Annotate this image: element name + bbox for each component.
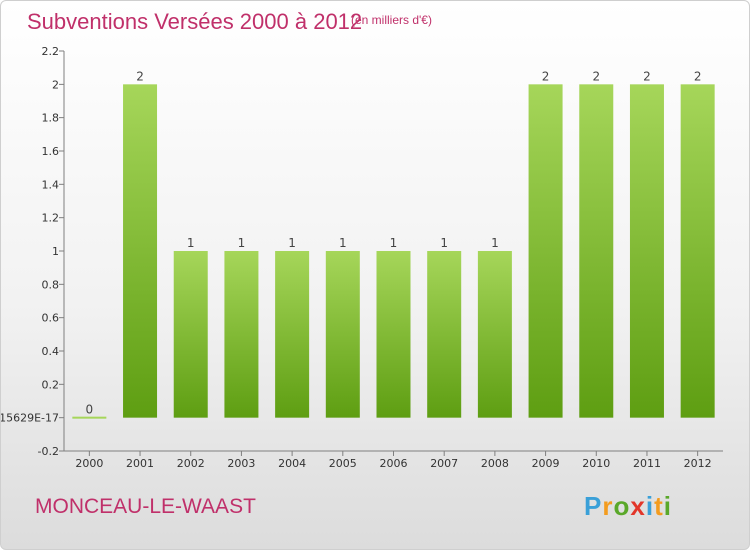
x-tick-label: 2003 bbox=[227, 457, 255, 470]
bar-value-label: 1 bbox=[187, 236, 195, 250]
logo-letter: i bbox=[663, 491, 672, 521]
chart-title: Subventions Versées 2000 à 2012 bbox=[27, 9, 363, 34]
bar-value-label: 1 bbox=[339, 236, 347, 250]
x-tick-label: 2004 bbox=[278, 457, 306, 470]
x-tick-label: 2001 bbox=[126, 457, 154, 470]
x-tick-label: 2007 bbox=[430, 457, 458, 470]
x-tick-label: 2002 bbox=[177, 457, 205, 470]
bar-value-label: 1 bbox=[238, 236, 246, 250]
y-tick-label: -0.2 bbox=[38, 445, 59, 458]
bar bbox=[477, 251, 512, 418]
y-tick-label: 0.2 bbox=[42, 378, 60, 391]
y-tick-label: 1.8 bbox=[42, 112, 60, 125]
bar bbox=[427, 251, 462, 418]
x-tick-label: 2005 bbox=[329, 457, 357, 470]
logo-letter: r bbox=[602, 491, 614, 521]
bar bbox=[173, 251, 208, 418]
y-tick-label: 2.2 bbox=[42, 45, 60, 58]
y-tick-label: 2 bbox=[52, 78, 59, 91]
x-tick-label: 2008 bbox=[481, 457, 509, 470]
bar-value-label: 2 bbox=[592, 69, 600, 83]
bar bbox=[275, 251, 310, 418]
commune-name: MONCEAU-LE-WAAST bbox=[35, 495, 256, 518]
bar-value-label: 0 bbox=[86, 403, 94, 417]
logo-letter: P bbox=[584, 491, 603, 521]
bar bbox=[579, 84, 614, 418]
proxiti-logo: Proxiti bbox=[584, 491, 672, 522]
bar bbox=[376, 251, 411, 418]
x-tick-label: 2006 bbox=[380, 457, 408, 470]
bar-value-label: 1 bbox=[390, 236, 398, 250]
bar-value-label: 1 bbox=[288, 236, 296, 250]
y-tick-label: 1.6 bbox=[42, 145, 60, 158]
y-tick-label: 1 bbox=[52, 245, 59, 258]
bar-value-label: 1 bbox=[440, 236, 448, 250]
x-tick-label: 2012 bbox=[684, 457, 712, 470]
bar-value-label: 1 bbox=[491, 236, 499, 250]
x-tick-label: 2000 bbox=[75, 457, 103, 470]
y-tick-label: -15629E-17 bbox=[1, 412, 59, 425]
bar bbox=[528, 84, 563, 418]
bar-value-label: 2 bbox=[694, 69, 702, 83]
logo-letter: x bbox=[630, 491, 646, 521]
chart-subtitle: (en milliers d'€) bbox=[351, 13, 432, 27]
bar bbox=[325, 251, 360, 418]
bar-value-label: 2 bbox=[643, 69, 651, 83]
logo-letter: o bbox=[613, 491, 631, 521]
bar bbox=[629, 84, 664, 418]
y-tick-label: 1.2 bbox=[42, 212, 60, 225]
logo-letter: i bbox=[645, 491, 655, 521]
y-tick-label: 0.4 bbox=[42, 345, 60, 358]
x-tick-label: 2011 bbox=[633, 457, 661, 470]
logo-letter: t bbox=[654, 491, 664, 521]
bar-value-label: 2 bbox=[136, 69, 144, 83]
bar-value-label: 2 bbox=[542, 69, 550, 83]
bar bbox=[680, 84, 715, 418]
x-tick-label: 2009 bbox=[532, 457, 560, 470]
bar bbox=[123, 84, 158, 418]
y-tick-label: 1.4 bbox=[42, 178, 60, 191]
y-tick-label: 0.8 bbox=[42, 278, 60, 291]
x-tick-label: 2010 bbox=[582, 457, 610, 470]
bar bbox=[224, 251, 259, 418]
bar bbox=[72, 416, 107, 419]
y-tick-label: 0.6 bbox=[42, 312, 60, 325]
